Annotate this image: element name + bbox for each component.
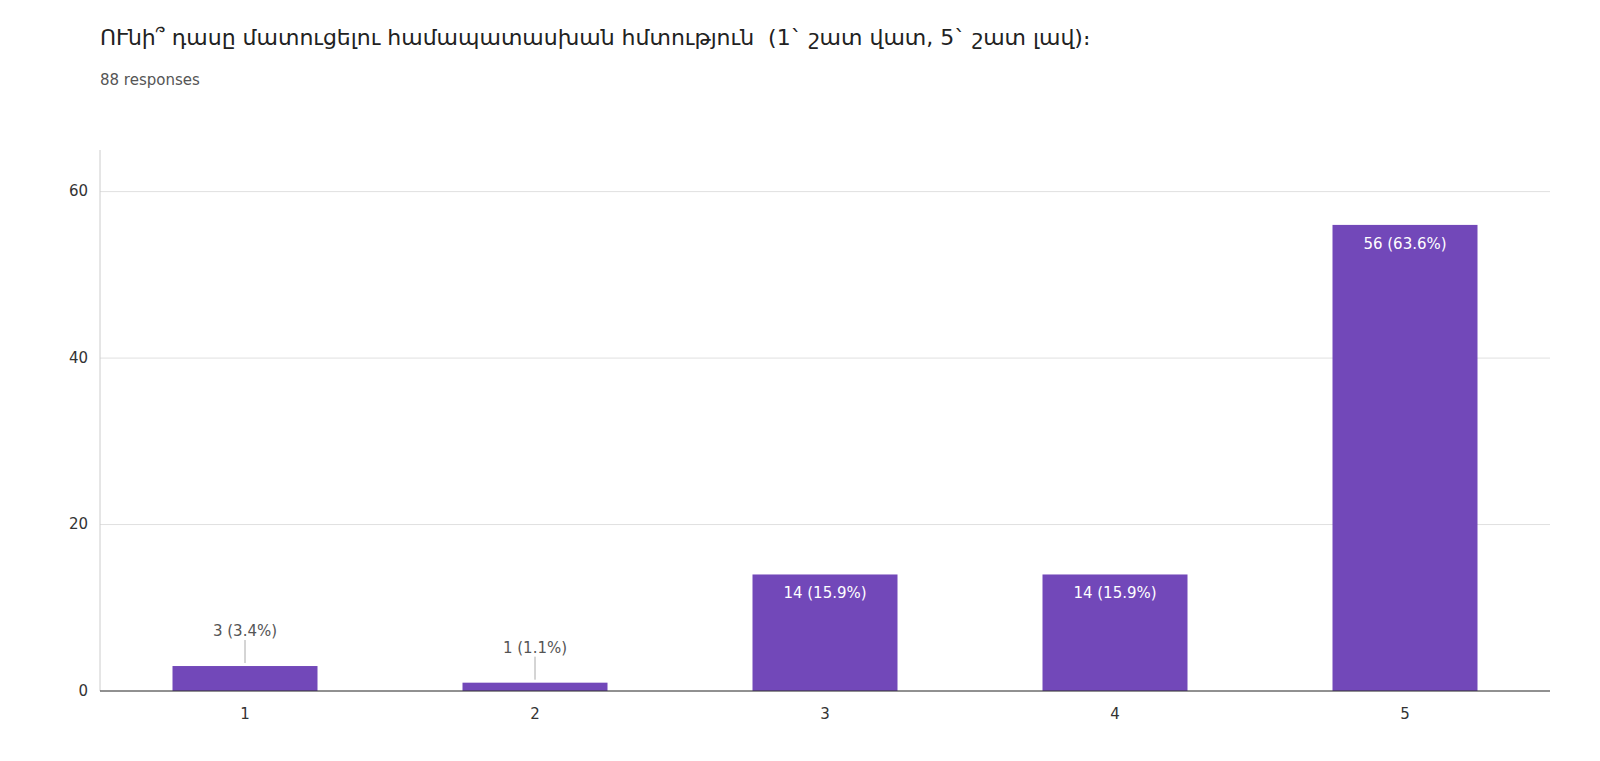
x-tick-label: 5 xyxy=(1400,705,1410,723)
x-axis-line xyxy=(100,691,1550,692)
data-label: 3 (3.4%) xyxy=(213,622,277,640)
chart-svg: ՈՒնի՞ դասը մատուցելու համապատասխան հմտու… xyxy=(0,0,1600,761)
grid xyxy=(100,192,1550,691)
bar xyxy=(173,666,318,691)
data-label: 56 (63.6%) xyxy=(1363,235,1446,253)
data-label: 14 (15.9%) xyxy=(783,584,866,602)
y-axis-line xyxy=(100,150,101,691)
title: ՈՒնի՞ դասը մատուցելու համապատասխան հմտու… xyxy=(100,25,1090,50)
chart-container: ՈՒնի՞ դասը մատուցելու համապատասխան հմտու… xyxy=(0,0,1600,761)
bar xyxy=(463,683,608,691)
y-tick-label: 20 xyxy=(69,515,88,533)
x-tick-label: 3 xyxy=(820,705,830,723)
x-tick-label: 4 xyxy=(1110,705,1120,723)
subtitle: 88 responses xyxy=(100,71,200,89)
x-tick-label: 1 xyxy=(240,705,250,723)
leader-line xyxy=(535,657,536,680)
bars xyxy=(173,225,1478,691)
bar xyxy=(753,574,898,691)
data-label: 1 (1.1%) xyxy=(503,639,567,657)
leader-line xyxy=(245,640,246,663)
bar xyxy=(1333,225,1478,691)
y-tick-label: 0 xyxy=(78,682,88,700)
y-tick-label: 60 xyxy=(69,182,88,200)
grid-line xyxy=(100,191,1550,192)
data-labels: 3 (3.4%) 1 (1.1%) 14 (15.9%) 14 (15.9%) 56 (… xyxy=(213,235,1447,680)
y-tick-label: 40 xyxy=(69,349,88,367)
grid-line xyxy=(100,691,1550,692)
bar xyxy=(1043,574,1188,691)
data-label: 14 (15.9%) xyxy=(1073,584,1156,602)
x-tick-label: 2 xyxy=(530,705,540,723)
